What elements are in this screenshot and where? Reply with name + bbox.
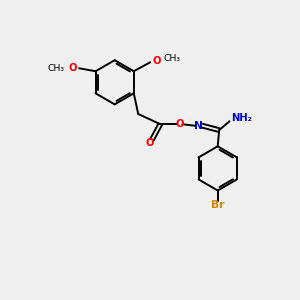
Text: NH₂: NH₂ xyxy=(231,113,252,123)
Text: O: O xyxy=(146,138,154,148)
Text: O: O xyxy=(176,118,184,129)
Text: CH₃: CH₃ xyxy=(164,54,181,63)
Text: O: O xyxy=(69,63,77,73)
Text: Br: Br xyxy=(211,200,224,210)
Text: O: O xyxy=(152,56,160,66)
Text: N: N xyxy=(194,121,203,131)
Text: CH₃: CH₃ xyxy=(48,64,64,73)
